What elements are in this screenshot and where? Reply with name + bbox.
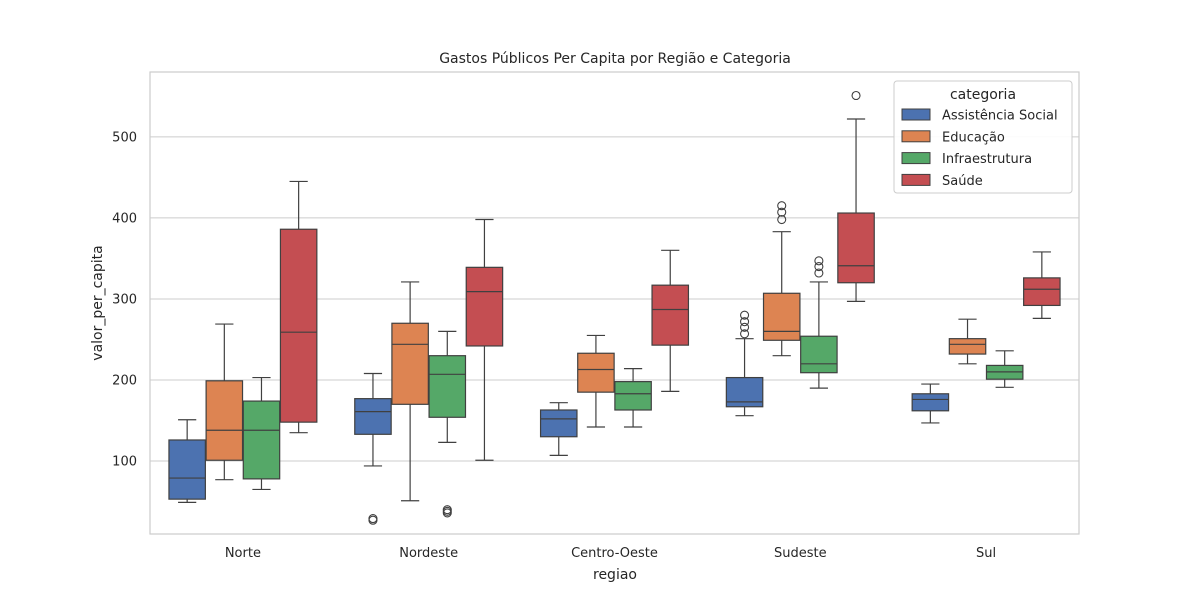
outlier-point bbox=[814, 261, 824, 272]
legend-swatch bbox=[901, 152, 931, 165]
outlier-point bbox=[851, 90, 861, 101]
box-assistência-social-3 bbox=[725, 310, 764, 417]
outlier-point bbox=[740, 329, 750, 339]
legend-title: categoria bbox=[950, 87, 1016, 103]
box-body bbox=[800, 335, 838, 374]
box-saúde-1 bbox=[465, 218, 504, 461]
box-body bbox=[242, 400, 281, 480]
y-tick-label: 200 bbox=[112, 374, 137, 389]
box-saúde-3 bbox=[837, 90, 875, 302]
y-tick-label: 500 bbox=[112, 130, 137, 145]
outlier-point bbox=[740, 322, 750, 332]
legend-swatch bbox=[901, 173, 931, 186]
outlier-point bbox=[442, 505, 452, 515]
box-saúde-4 bbox=[1023, 251, 1061, 319]
y-axis-label: valor_per_capita bbox=[90, 245, 106, 360]
legend-swatch bbox=[901, 108, 931, 121]
legend-entry: Saúde bbox=[942, 174, 983, 189]
box-body bbox=[391, 322, 429, 405]
y-tick-label: 300 bbox=[112, 292, 137, 307]
box-educação-0 bbox=[205, 323, 244, 481]
box-body bbox=[614, 381, 652, 411]
outlier-point bbox=[368, 514, 378, 524]
legend: categoria Assistência Social Educação Infra… bbox=[893, 80, 1073, 194]
legend-entry: Assistência Social bbox=[942, 109, 1058, 124]
box-infraestrutura-3 bbox=[800, 256, 838, 389]
box-educação-2 bbox=[577, 334, 615, 428]
box-body bbox=[354, 398, 392, 435]
chart-title: Gastos Públicos Per Capita por Região e … bbox=[439, 51, 791, 67]
box-assistência-social-4 bbox=[911, 383, 950, 424]
outlier-point bbox=[740, 317, 750, 327]
outlier-point bbox=[814, 268, 824, 278]
box-assistência-social-1 bbox=[354, 372, 392, 525]
plot-frame bbox=[149, 71, 1080, 535]
outlier-point bbox=[777, 214, 787, 225]
box-educação-3 bbox=[762, 201, 801, 357]
box-body bbox=[911, 393, 950, 412]
box-saúde-0 bbox=[279, 180, 318, 434]
box-educação-4 bbox=[948, 318, 987, 365]
x-tick-label: Nordeste bbox=[399, 546, 458, 561]
box-infraestrutura-4 bbox=[985, 350, 1024, 388]
box-infraestrutura-2 bbox=[614, 368, 652, 428]
box-body bbox=[837, 212, 875, 284]
box-body bbox=[539, 409, 578, 438]
boxes-layer bbox=[168, 90, 1061, 525]
outlier-point bbox=[814, 256, 824, 266]
box-assistência-social-0 bbox=[168, 419, 206, 503]
outlier-point bbox=[777, 207, 787, 217]
box-body bbox=[948, 338, 987, 355]
legend-frame bbox=[893, 80, 1073, 194]
box-educação-1 bbox=[391, 281, 429, 502]
legend-swatch bbox=[901, 130, 931, 143]
box-body bbox=[205, 380, 244, 461]
box-body bbox=[279, 228, 318, 423]
box-body bbox=[465, 266, 504, 347]
box-body bbox=[762, 292, 801, 341]
box-body bbox=[1023, 277, 1061, 307]
box-body bbox=[651, 284, 690, 346]
box-infraestrutura-1 bbox=[428, 330, 467, 518]
box-assistência-social-2 bbox=[539, 402, 578, 456]
box-saúde-2 bbox=[651, 249, 690, 392]
legend-entry: Infraestrutura bbox=[942, 152, 1032, 167]
axes: 100 200 300 400 500 Norte Nordeste Centro-Oeste… bbox=[112, 71, 1080, 561]
y-tick-label: 400 bbox=[112, 211, 137, 226]
x-tick-label: Norte bbox=[225, 546, 261, 561]
box-body bbox=[577, 352, 615, 393]
x-tick-label: Centro-Oeste bbox=[571, 546, 658, 561]
outlier-point bbox=[777, 201, 787, 211]
legend-entry: Educação bbox=[942, 130, 1005, 145]
outlier-point bbox=[740, 310, 750, 320]
x-tick-label: Sul bbox=[976, 546, 996, 561]
x-tick-label: Sudeste bbox=[774, 546, 827, 561]
box-infraestrutura-0 bbox=[242, 376, 281, 491]
box-body bbox=[168, 439, 206, 500]
x-axis-label: regiao bbox=[593, 567, 637, 583]
box-body bbox=[428, 355, 467, 418]
y-tick-label: 100 bbox=[112, 455, 137, 470]
